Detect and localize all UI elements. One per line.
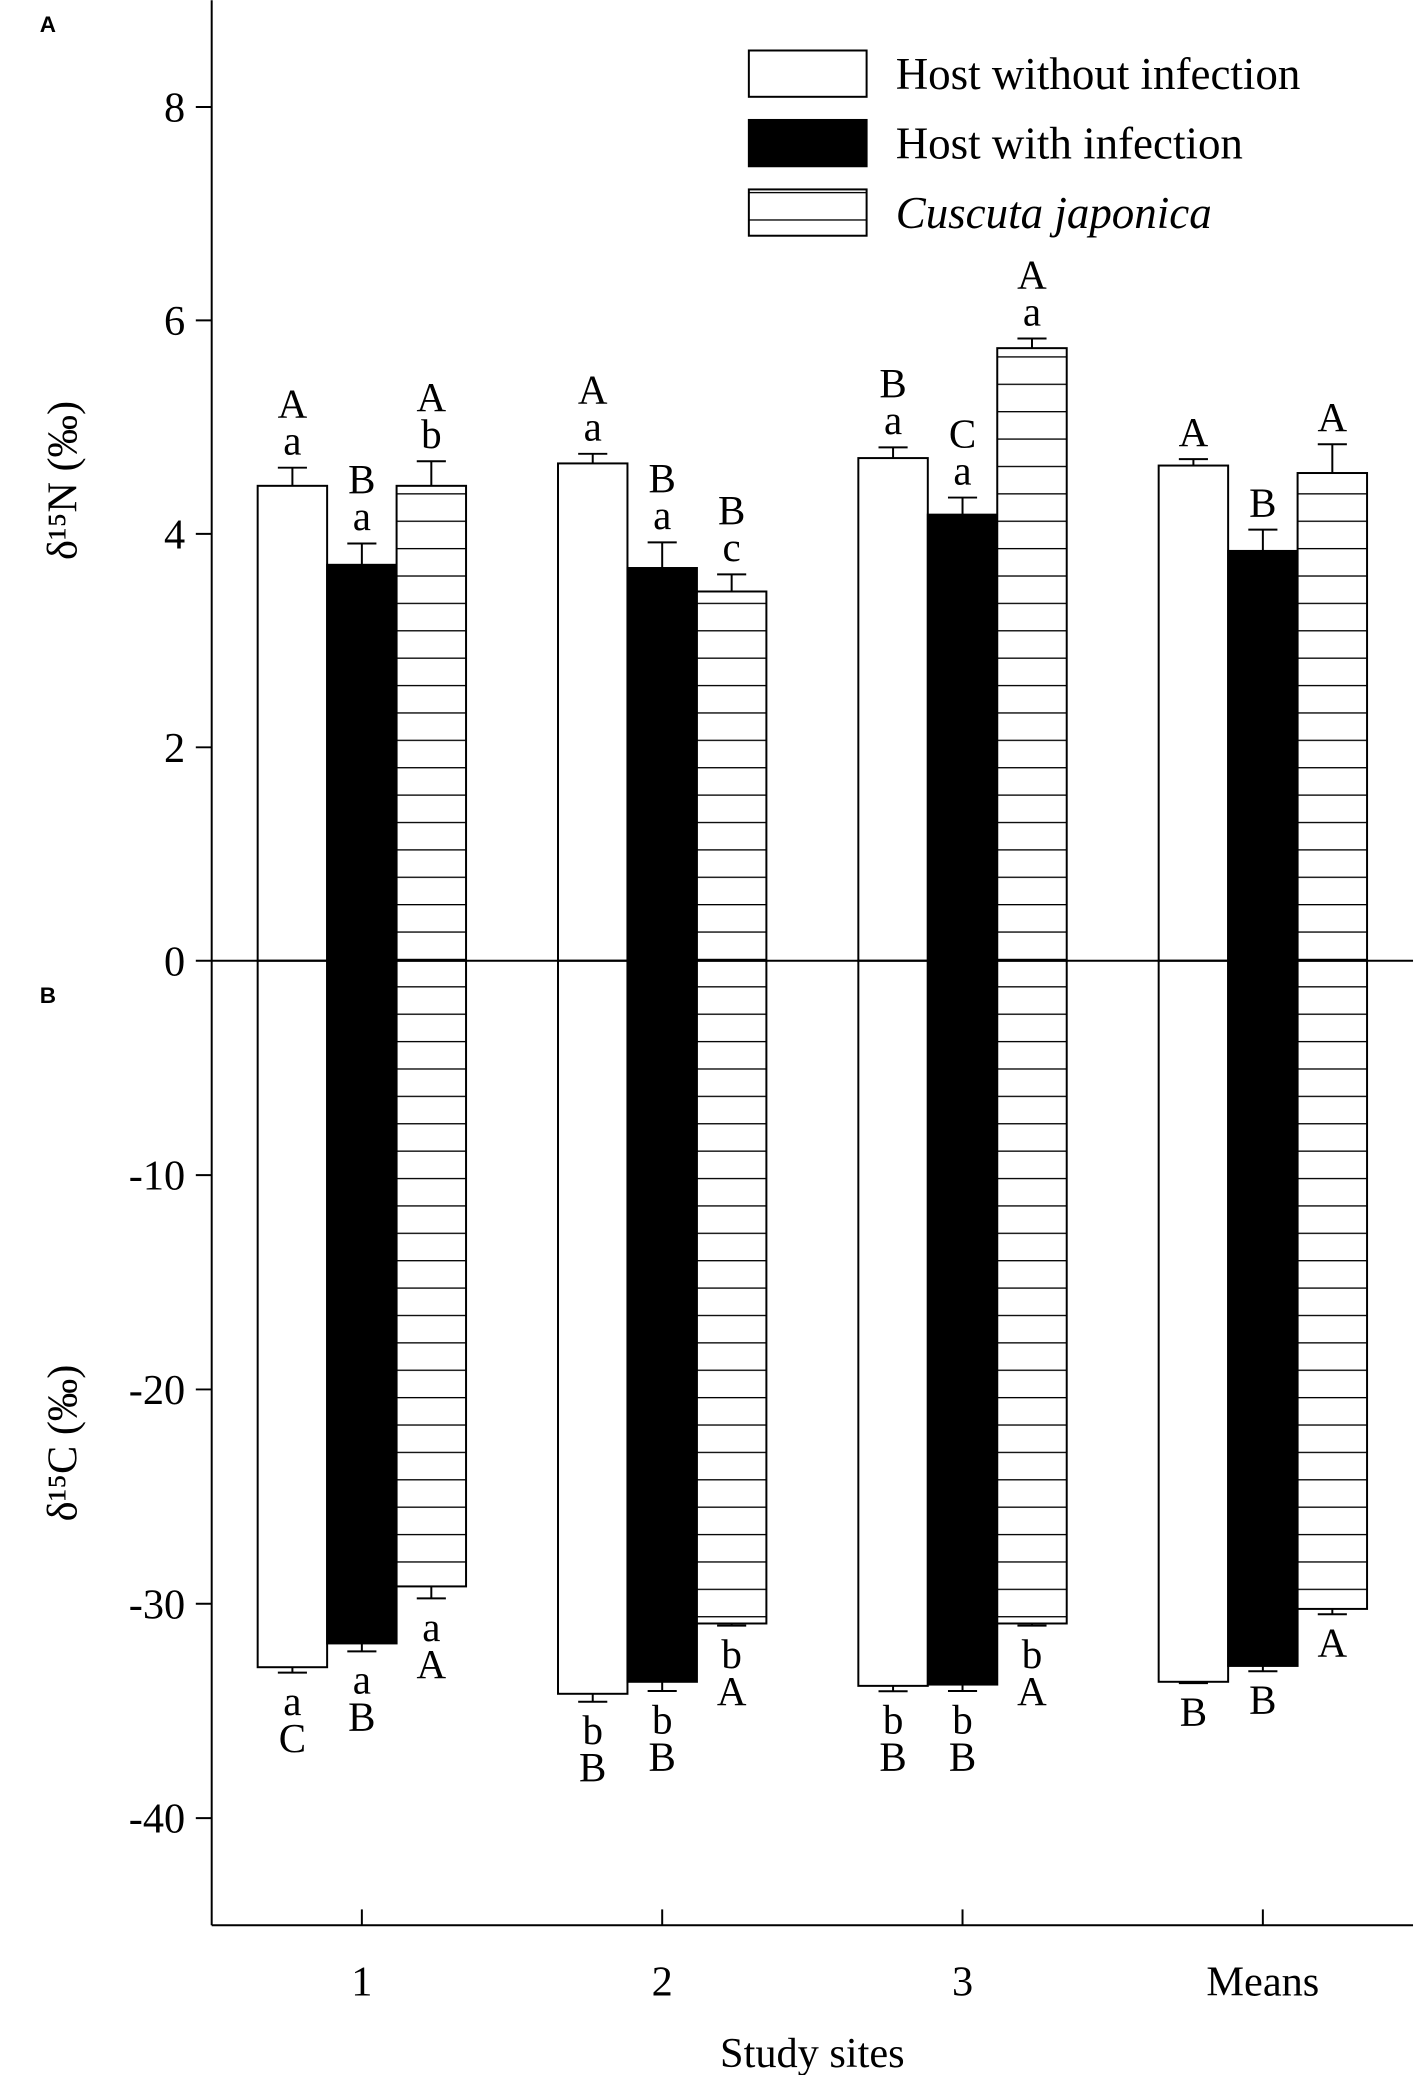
significance-label: B (348, 456, 375, 502)
bar (626, 959, 698, 1683)
significance-label: b (582, 1707, 603, 1753)
legend-swatch (747, 118, 868, 168)
bar (1296, 472, 1369, 962)
significance-label: A (1179, 409, 1209, 455)
bar (857, 959, 929, 1687)
significance-label: C (279, 1715, 306, 1761)
y-tick-label: -40 (129, 1796, 185, 1843)
significance-label: A (578, 367, 608, 413)
y-tick-label: 2 (164, 725, 185, 772)
significance-label: A (417, 374, 447, 420)
significance-label: a (283, 417, 301, 463)
bar (695, 959, 768, 1625)
significance-label: a (353, 1657, 371, 1703)
bar (695, 590, 768, 962)
legend-label: Host without infection (896, 49, 1301, 99)
bar (326, 959, 398, 1645)
significance-label: B (1180, 1688, 1207, 1734)
y-tick-label: 8 (164, 84, 185, 131)
significance-label: a (1023, 288, 1041, 334)
y-tick-label: 0 (164, 938, 185, 985)
bar (557, 959, 629, 1695)
y-tick-label: -10 (129, 1153, 185, 1200)
bar (857, 457, 929, 962)
bar (1296, 959, 1369, 1610)
significance-label: a (422, 1604, 440, 1650)
legend-swatch (747, 49, 868, 98)
x-tick-label: 3 (952, 1958, 973, 2005)
significance-label: B (348, 1694, 375, 1740)
bar (1157, 959, 1230, 1683)
bar (395, 484, 468, 962)
x-tick-label: Means (1206, 1958, 1319, 2005)
significance-label: b (1022, 1631, 1043, 1677)
significance-label: b (652, 1696, 673, 1742)
significance-label: b (721, 1631, 742, 1677)
significance-label: B (718, 487, 745, 533)
significance-label: B (879, 360, 906, 406)
significance-label: a (353, 493, 371, 539)
bar (395, 959, 468, 1588)
x-tick-label: 1 (351, 1958, 372, 2005)
significance-label: A (417, 1641, 447, 1687)
significance-label: b (883, 1697, 904, 1743)
significance-label: C (949, 410, 976, 456)
significance-label: b (421, 411, 442, 457)
significance-label: b (952, 1696, 972, 1742)
significance-label: B (1249, 1677, 1276, 1723)
bar (926, 959, 999, 1686)
panel-label: A (40, 12, 56, 37)
legend-label: Host with infection (896, 118, 1243, 168)
bar (1157, 464, 1230, 962)
bar (926, 513, 999, 962)
legend-label: Cuscuta japonica (896, 188, 1212, 238)
x-tick-label: 2 (652, 1958, 673, 2005)
bar (326, 563, 398, 962)
y-tick-label: 6 (164, 298, 185, 345)
significance-label: B (949, 1733, 976, 1779)
bar (1227, 959, 1299, 1667)
bar (256, 959, 329, 1669)
bar (626, 567, 698, 962)
bar (996, 959, 1068, 1625)
significance-label: A (1017, 251, 1047, 297)
bar (256, 484, 329, 962)
significance-label: A (1318, 394, 1348, 440)
significance-label: B (649, 1733, 676, 1779)
significance-label: A (278, 380, 308, 426)
significance-label: A (1318, 1620, 1348, 1666)
bar (1227, 549, 1299, 962)
y-tick-label: 4 (164, 511, 185, 558)
significance-label: a (653, 492, 671, 538)
panel-label: B (40, 983, 56, 1008)
significance-label: A (1017, 1668, 1047, 1714)
y-axis-label: δ¹⁵C (‰) (40, 1365, 87, 1522)
significance-label: B (579, 1744, 606, 1790)
legend-swatch (747, 188, 868, 237)
significance-label: a (884, 397, 902, 443)
significance-label: B (879, 1734, 906, 1780)
y-tick-label: -30 (129, 1581, 185, 1628)
bar (557, 462, 629, 962)
significance-label: B (1249, 479, 1276, 525)
significance-label: A (717, 1668, 747, 1714)
x-axis-label: Study sites (720, 2030, 905, 2075)
y-axis-label: δ¹⁵N (‰) (40, 401, 87, 560)
significance-label: c (723, 524, 741, 570)
significance-label: B (649, 455, 676, 501)
significance-label: a (283, 1678, 301, 1724)
significance-label: a (584, 404, 602, 450)
bar (996, 347, 1068, 962)
y-tick-label: -20 (129, 1367, 185, 1414)
significance-label: a (953, 447, 971, 493)
